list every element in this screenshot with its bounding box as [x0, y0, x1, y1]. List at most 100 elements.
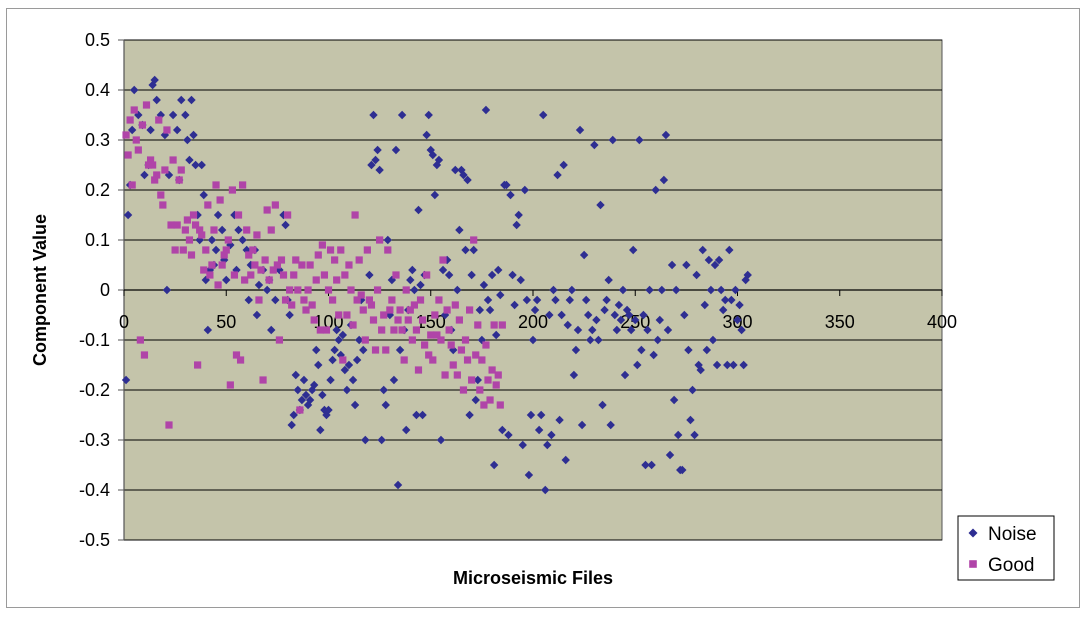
noise-point	[293, 385, 303, 395]
good-point	[463, 356, 472, 364]
noise-point	[586, 335, 595, 345]
good-point	[234, 211, 243, 219]
noise-point	[508, 270, 517, 280]
noise-point	[496, 290, 505, 300]
good-point	[159, 201, 167, 209]
noise-point	[733, 315, 742, 325]
noise-point	[680, 310, 689, 320]
noise-point	[428, 150, 437, 160]
noise-point	[330, 345, 339, 355]
noise-point	[698, 245, 707, 255]
good-point	[490, 321, 498, 329]
noise-point	[418, 410, 427, 420]
good-point	[380, 311, 388, 319]
good-point	[429, 356, 437, 364]
good-point	[300, 296, 308, 304]
noise-point	[410, 285, 419, 295]
good-point	[384, 246, 392, 254]
good-point	[306, 261, 314, 269]
good-point	[492, 381, 500, 389]
noise-point	[426, 145, 435, 155]
noise-point	[395, 345, 405, 355]
good-point	[290, 271, 298, 279]
good-point	[128, 181, 136, 189]
noise-point	[494, 265, 503, 275]
noise-point	[553, 170, 562, 180]
good-point	[296, 406, 304, 414]
noise-point	[569, 370, 579, 380]
good-point	[478, 356, 486, 364]
good-point	[408, 336, 416, 344]
good-point	[175, 176, 183, 184]
good-point	[425, 351, 433, 359]
noise-point	[718, 305, 728, 315]
x-tick-label: 50	[216, 312, 236, 332]
noise-point	[502, 180, 511, 190]
good-point	[457, 346, 466, 354]
y-tick-label: 0.5	[85, 30, 110, 50]
noise-point	[377, 435, 386, 445]
noise-point	[469, 245, 478, 255]
good-point	[482, 341, 490, 349]
noise-point	[379, 385, 388, 395]
noise-point	[549, 285, 558, 295]
noise-point	[684, 345, 693, 355]
noise-point	[197, 160, 206, 170]
good-point	[423, 271, 431, 279]
noise-point	[594, 335, 603, 345]
noise-point	[340, 365, 350, 375]
y-tick-label: -0.5	[79, 530, 110, 550]
noise-point	[314, 360, 323, 370]
noise-point	[338, 330, 348, 340]
noise-point	[185, 155, 194, 165]
good-point	[400, 356, 408, 364]
y-tick-label: 0.1	[85, 230, 110, 250]
noise-point	[608, 135, 617, 145]
noise-point	[434, 155, 444, 165]
noise-point	[600, 305, 609, 315]
noise-point	[181, 110, 190, 120]
good-point	[171, 246, 179, 254]
noise-point	[633, 360, 642, 370]
noise-point	[121, 375, 131, 385]
noise-point	[526, 410, 536, 420]
good-point	[130, 106, 138, 114]
noise-point	[653, 335, 662, 345]
good-point	[126, 116, 134, 124]
good-point	[177, 166, 185, 174]
good-point	[474, 321, 482, 329]
noise-point	[389, 375, 399, 385]
noise-point	[406, 275, 415, 285]
good-point	[161, 166, 169, 174]
noise-point	[217, 225, 227, 235]
noise-point	[557, 310, 566, 320]
noise-point	[696, 365, 705, 375]
good-point	[341, 271, 349, 279]
noise-point	[285, 310, 294, 320]
good-point	[431, 311, 439, 319]
good-point	[339, 356, 347, 364]
noise-point	[234, 225, 243, 235]
noise-point	[350, 400, 360, 410]
good-point	[138, 121, 147, 129]
noise-point	[614, 300, 624, 310]
series-good	[122, 101, 506, 429]
good-point	[449, 361, 457, 369]
good-point	[261, 256, 269, 264]
good-point	[337, 246, 345, 254]
noise-point	[528, 335, 538, 345]
noise-point	[134, 110, 143, 120]
noise-point	[487, 270, 497, 280]
noise-point	[438, 265, 448, 275]
noise-point	[152, 95, 161, 105]
noise-point	[727, 295, 736, 305]
good-point	[353, 296, 361, 304]
noise-point	[189, 130, 198, 140]
good-point	[273, 261, 281, 269]
good-point	[245, 251, 253, 259]
noise-point	[187, 95, 196, 105]
good-point	[144, 161, 153, 169]
good-point	[200, 266, 208, 274]
noise-point	[412, 410, 421, 420]
